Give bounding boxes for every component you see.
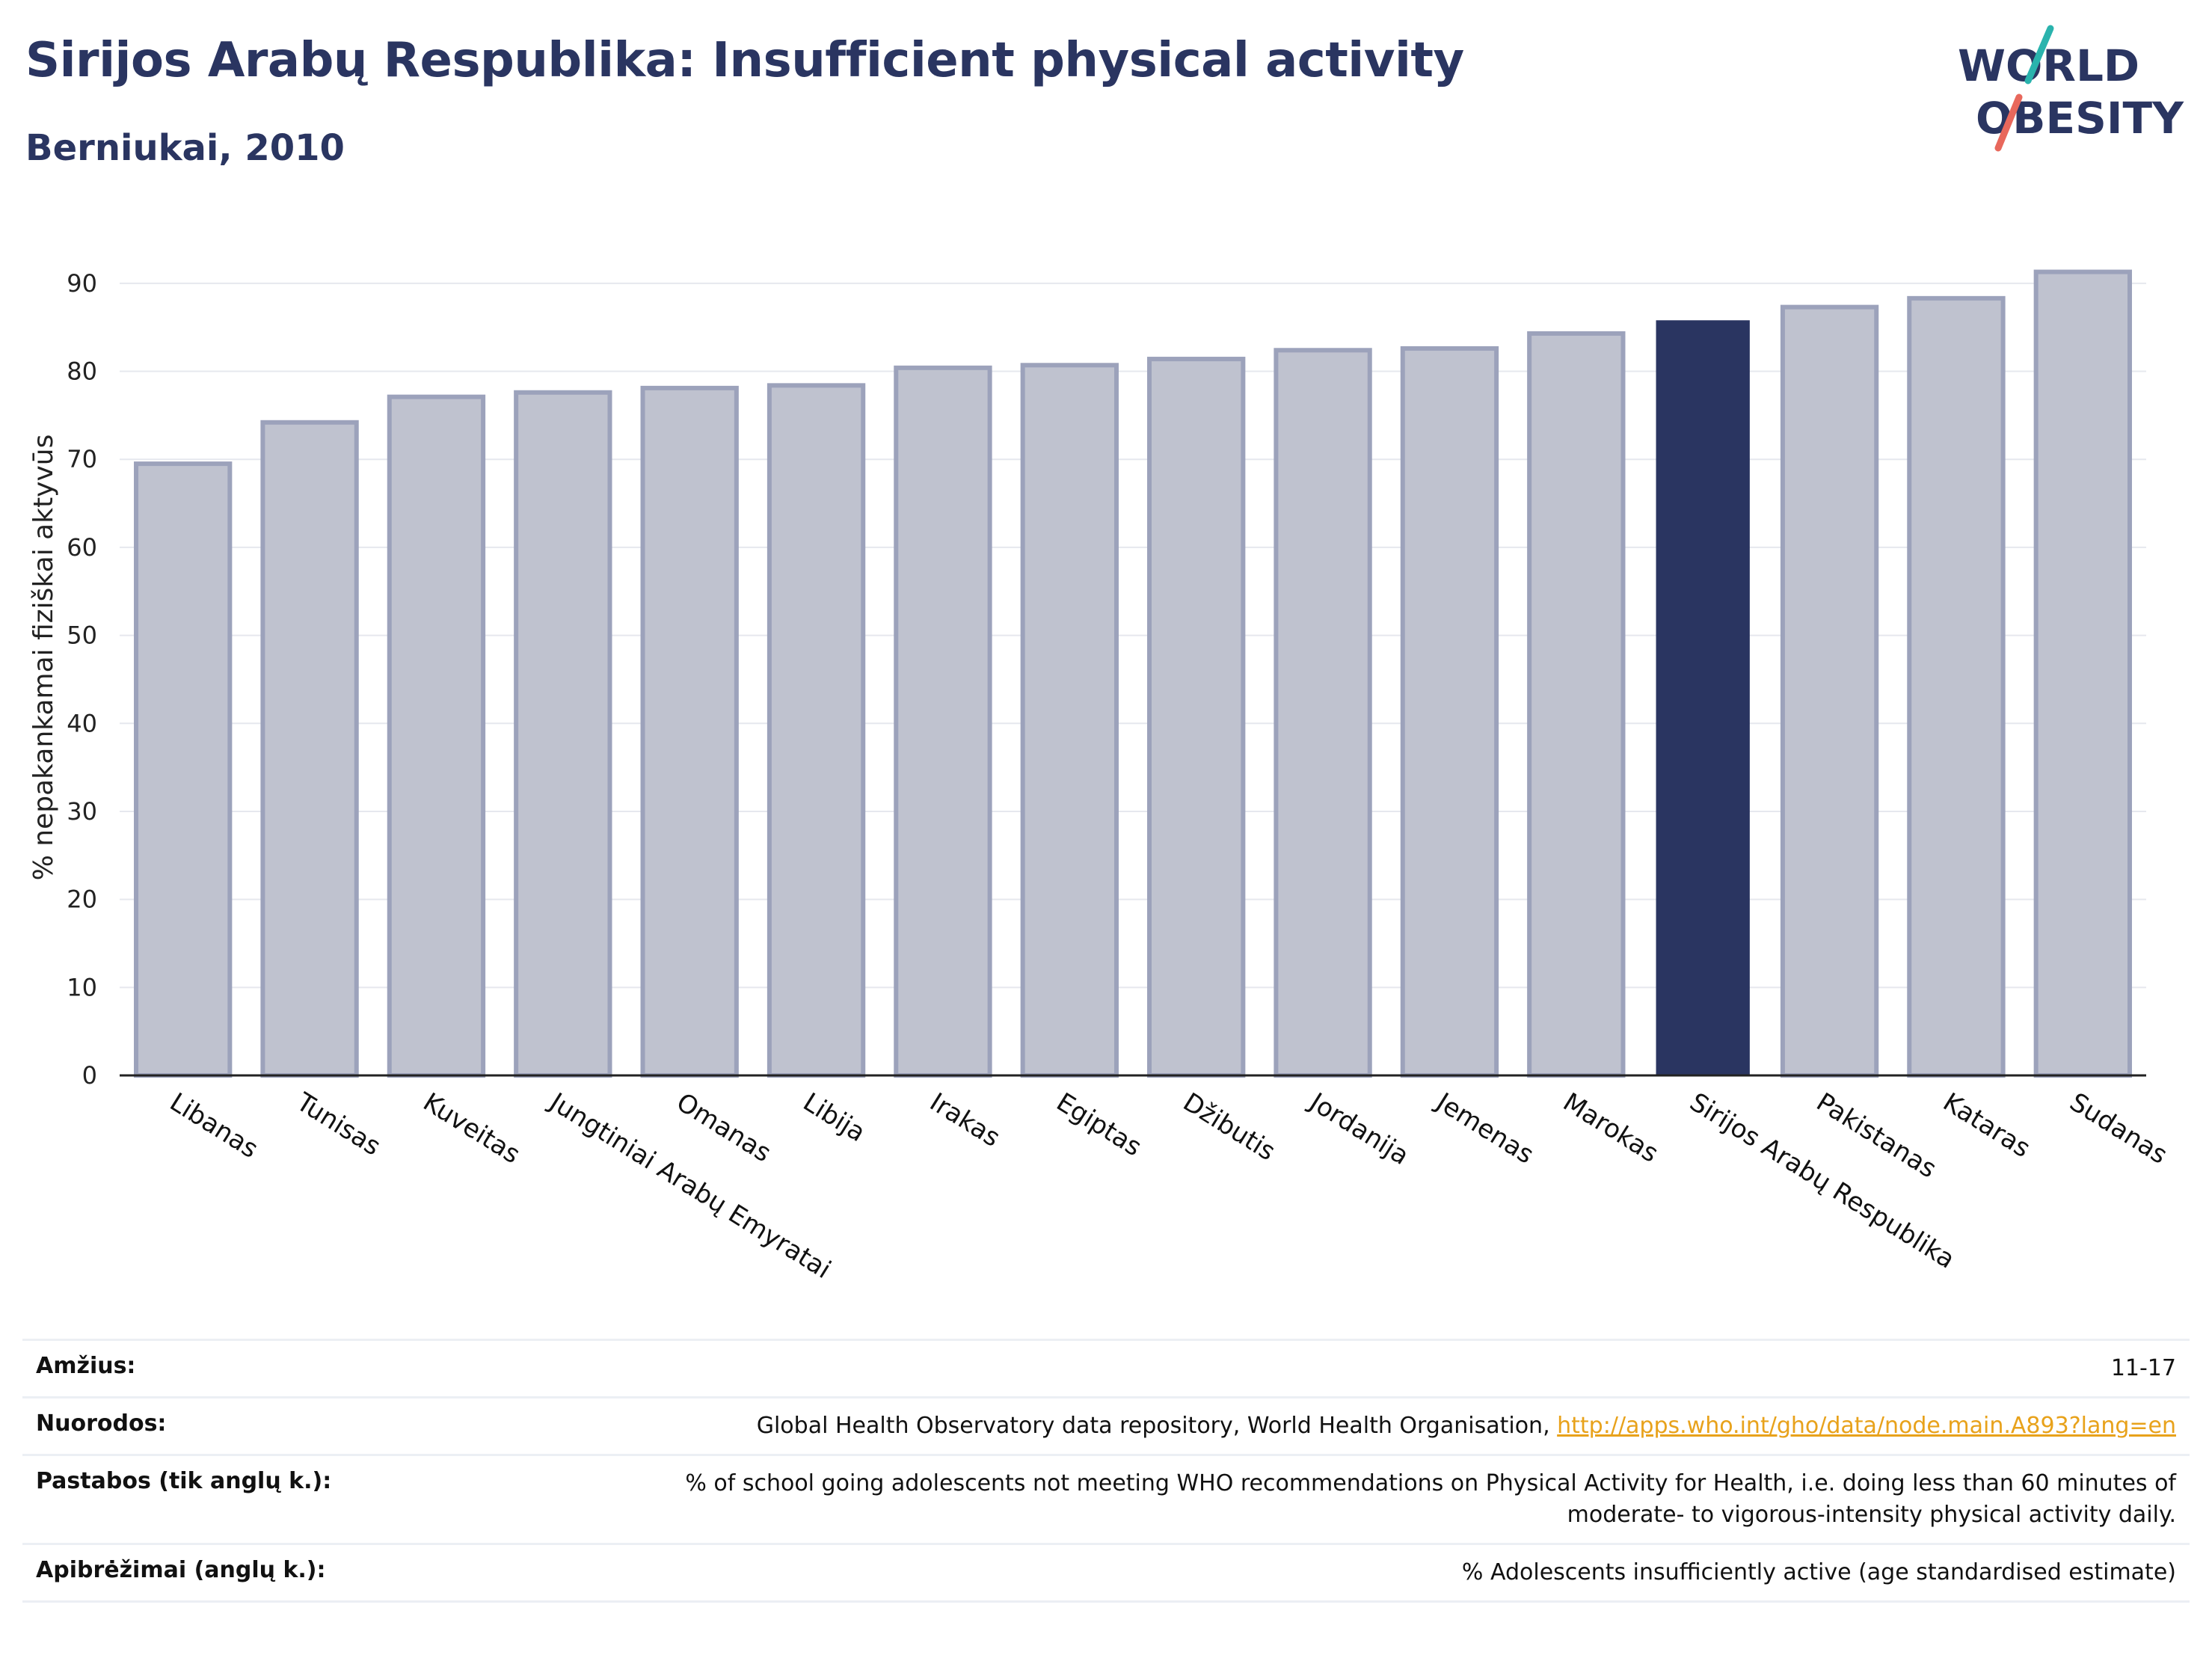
footer-value-definitions: % Adolescents insufficiently active (age… <box>1461 1559 2176 1585</box>
footer-row-age: Amžius: 11-17 <box>22 1339 2190 1396</box>
footer-source-text: Global Health Observatory data repositor… <box>756 1413 1558 1439</box>
y-axis-label: % nepakankamai fiziškai aktyvūs <box>28 435 59 881</box>
bar <box>1400 346 1499 1078</box>
chart-title: Sirijos Arabų Respublika: Insufficient p… <box>25 33 1464 88</box>
logo-graphic: WORLD OBESITY <box>1958 25 2184 152</box>
footer-row-sources: Nuorodos: Global Health Observatory data… <box>22 1396 2190 1454</box>
bar <box>1656 320 1750 1075</box>
chart-subtitle: Berniukai, 2010 <box>25 127 345 169</box>
footer-table: Amžius: 11-17 Nuorodos: Global Health Ob… <box>22 1339 2190 1603</box>
y-tick-label: 0 <box>82 1061 97 1090</box>
y-tick-label: 30 <box>67 797 97 826</box>
bar <box>766 383 866 1078</box>
bar <box>2033 269 2132 1078</box>
footer-label-sources: Nuorodos: <box>36 1410 167 1437</box>
bar <box>1527 331 1626 1078</box>
y-tick-label: 90 <box>67 269 97 298</box>
footer-row-notes: Pastabos (tik anglų k.): % of school goi… <box>22 1454 2190 1543</box>
footer-source-link[interactable]: http://apps.who.int/gho/data/node.main.A… <box>1557 1413 2176 1439</box>
footer-label-age: Amžius: <box>36 1353 136 1379</box>
svg-text:WORLD: WORLD <box>1958 40 2139 91</box>
x-tick-label: Libija <box>798 1087 870 1148</box>
bar <box>134 461 233 1078</box>
bar <box>1907 295 2006 1078</box>
bar <box>1274 348 1372 1078</box>
bar <box>1780 304 1879 1078</box>
y-tick-label: 20 <box>67 885 97 914</box>
footer-label-definitions: Apibrėžimai (anglų k.): <box>36 1557 326 1583</box>
x-tick-label: Jemenas <box>1430 1087 1539 1170</box>
x-tick-label: Omanas <box>671 1087 776 1169</box>
y-tick-label: 70 <box>67 445 97 473</box>
y-tick-label: 80 <box>67 357 97 386</box>
footer-value-notes: % of school going adolescents not meetin… <box>685 1470 2176 1528</box>
x-tick-label: Egiptas <box>1051 1087 1147 1163</box>
x-tick-label: Marokas <box>1558 1087 1663 1169</box>
bar <box>387 394 486 1078</box>
y-tick-label: 60 <box>67 533 97 562</box>
x-tick-label: Kataras <box>1938 1087 2036 1164</box>
x-tick-label: Džibutis <box>1178 1087 1280 1167</box>
bar <box>640 385 739 1078</box>
footer-value-sources: Global Health Observatory data repositor… <box>757 1410 2176 1442</box>
bar-chart: 0 10 20 30 40 50 60 70 80 90 % nepakankamai fizišk… <box>28 269 2173 1285</box>
bar <box>894 365 992 1078</box>
x-tick-label: Sudanas <box>2065 1087 2173 1170</box>
x-tick-label: Irakas <box>924 1087 1005 1153</box>
x-tick-label: Tunisas <box>290 1087 386 1161</box>
footer-value-age: 11-17 <box>2110 1355 2176 1381</box>
footer-row-definitions: Apibrėžimai (anglų k.): % Adolescents in… <box>22 1543 2190 1603</box>
x-tick-label: Jordanija <box>1303 1087 1414 1171</box>
bar <box>1020 363 1119 1078</box>
world-obesity-logo: WORLD OBESITY <box>1944 22 2199 157</box>
y-tick-label: 40 <box>67 709 97 737</box>
x-tick-label: Libanas <box>165 1087 263 1164</box>
y-tick-label: 10 <box>67 973 97 1001</box>
bar <box>514 390 612 1078</box>
bar <box>1147 357 1246 1078</box>
bar <box>260 420 359 1078</box>
y-tick-label: 50 <box>67 621 97 650</box>
footer-label-notes: Pastabos (tik anglų k.): <box>36 1468 332 1494</box>
x-tick-label: Kuveitas <box>418 1087 526 1170</box>
